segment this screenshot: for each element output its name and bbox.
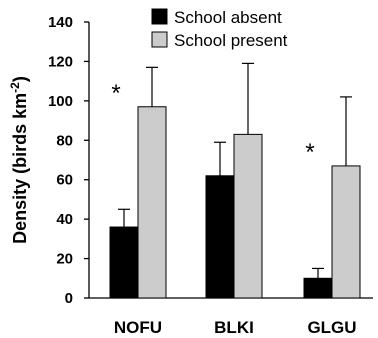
y-tick-label: 120 <box>48 53 73 70</box>
x-tick-label-nofu: NOFU <box>114 318 162 337</box>
y-axis-title-suffix: ) <box>10 76 30 82</box>
legend-swatch-series-2 <box>151 31 168 48</box>
y-tick-label: 140 <box>48 14 73 31</box>
y-tick-label: 20 <box>56 251 73 268</box>
significance-marker-glgu: * <box>305 139 314 166</box>
y-tick-label: 100 <box>48 93 73 110</box>
bar-blki-series-2 <box>233 133 263 299</box>
legend-swatch-series-1 <box>151 8 168 25</box>
legend-label-series-1: School absent <box>174 8 282 27</box>
plot-area: 0 20 40 60 80 100 120 140 NOFU BLKI GLGU * * <box>48 14 373 337</box>
y-tick-label: 60 <box>56 172 73 189</box>
y-axis-title-main: Density (birds km <box>10 93 30 244</box>
x-tick-label-blki: BLKI <box>214 318 254 337</box>
legend: School absent School present <box>151 8 288 50</box>
y-axis-title: Density (birds km-2) <box>8 76 30 244</box>
y-tick-label: 80 <box>56 132 73 149</box>
bar-nofu-series-1 <box>109 226 139 299</box>
legend-label-series-2: School present <box>174 31 288 50</box>
bar-blki-series-1 <box>205 175 235 299</box>
bar-nofu-series-2 <box>137 106 167 299</box>
bar-glgu-series-2 <box>331 165 361 299</box>
y-axis-title-superscript: -2 <box>8 82 22 93</box>
significance-marker-nofu: * <box>111 80 120 107</box>
y-tick-label: 0 <box>65 290 73 307</box>
y-tick-label: 40 <box>56 211 73 228</box>
bar-glgu-series-1 <box>303 277 333 299</box>
x-tick-label-glgu: GLGU <box>307 318 356 337</box>
